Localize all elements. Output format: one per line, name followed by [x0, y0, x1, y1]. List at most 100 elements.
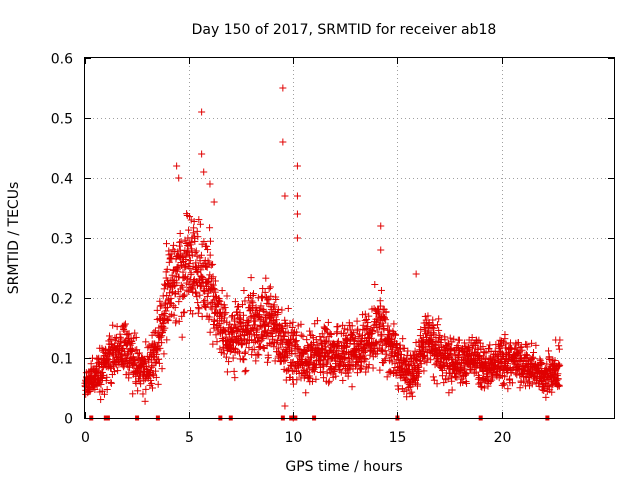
- data-point: [121, 327, 129, 335]
- data-point: [153, 306, 161, 314]
- data-point: [100, 390, 108, 398]
- data-point: [193, 227, 201, 235]
- data-point: [228, 329, 236, 337]
- data-point: [377, 286, 385, 294]
- data-point: [156, 344, 164, 352]
- data-point: [229, 328, 237, 336]
- data-point: [226, 348, 234, 356]
- data-point: [376, 323, 384, 331]
- data-point: [251, 317, 259, 325]
- data-point: [91, 386, 99, 394]
- data-point: [217, 300, 225, 308]
- data-point: [205, 313, 213, 321]
- data-point: [110, 368, 118, 376]
- data-series-srmtid: [81, 84, 564, 422]
- data-point: [209, 340, 217, 348]
- data-point: [364, 319, 372, 327]
- data-point: [202, 263, 210, 271]
- data-point: [134, 387, 142, 395]
- data-point: [170, 278, 178, 286]
- data-point: [341, 325, 349, 333]
- data-point: [284, 304, 292, 312]
- data-point: [370, 305, 378, 313]
- data-point: [372, 338, 380, 346]
- data-point: [248, 351, 256, 359]
- data-point: [189, 284, 197, 292]
- data-point: [174, 263, 182, 271]
- data-point: [278, 306, 286, 314]
- data-point: [360, 348, 368, 356]
- data-point: [327, 331, 335, 339]
- data-point: [176, 229, 184, 237]
- data-point: [231, 298, 239, 306]
- data-point: [190, 218, 198, 226]
- data-point: [190, 224, 198, 232]
- data-point: [158, 332, 166, 340]
- data-point: [348, 322, 356, 330]
- data-point: [334, 323, 342, 331]
- data-point: [365, 361, 373, 369]
- data-point: [207, 261, 215, 269]
- data-point: [333, 328, 341, 336]
- data-point: [319, 368, 327, 376]
- data-point: [206, 224, 214, 232]
- data-point: [223, 292, 231, 300]
- data-point: [371, 339, 379, 347]
- data-point: [252, 303, 260, 311]
- data-point: [158, 339, 166, 347]
- data-point: [288, 323, 296, 331]
- data-point: [278, 336, 286, 344]
- data-point: [184, 248, 192, 256]
- data-point: [121, 358, 129, 366]
- data-point: [94, 359, 102, 367]
- data-point: [377, 302, 385, 310]
- data-point: [200, 298, 208, 306]
- data-point: [173, 279, 181, 287]
- data-point: [299, 332, 307, 340]
- data-point: [131, 329, 139, 337]
- data-point: [134, 350, 142, 358]
- data-point: [221, 310, 229, 318]
- data-point: [289, 380, 297, 388]
- data-point: [191, 237, 199, 245]
- data-point: [170, 241, 178, 249]
- data-point: [117, 351, 125, 359]
- data-point: [196, 291, 204, 299]
- data-point: [344, 369, 352, 377]
- data-point: [200, 238, 208, 246]
- chart-title: Day 150 of 2017, SRMTID for receiver ab1…: [192, 22, 497, 38]
- data-point: [114, 367, 122, 375]
- data-point: [180, 309, 188, 317]
- data-point: [302, 348, 310, 356]
- data-point: [281, 356, 289, 364]
- data-point: [211, 277, 219, 285]
- data-point: [334, 337, 342, 345]
- data-point: [186, 257, 194, 265]
- data-point: [379, 319, 387, 327]
- data-point: [284, 367, 292, 375]
- data-point: [183, 286, 191, 294]
- data-point: [337, 368, 345, 376]
- data-point: [312, 375, 320, 383]
- data-point: [274, 305, 282, 313]
- data-point: [195, 216, 203, 224]
- data-point: [147, 376, 155, 384]
- data-point: [109, 321, 117, 329]
- data-point: [191, 249, 199, 257]
- data-point: [155, 359, 163, 367]
- data-point: [240, 311, 248, 319]
- data-point: [209, 260, 217, 268]
- data-point: [148, 363, 156, 371]
- data-point: [240, 287, 248, 295]
- data-point: [185, 226, 193, 234]
- data-point: [322, 338, 330, 346]
- data-point: [191, 288, 199, 296]
- data-point: [297, 331, 305, 339]
- data-point: [120, 321, 128, 329]
- data-point: [378, 330, 386, 338]
- data-point: [222, 353, 230, 361]
- data-point: [265, 322, 273, 330]
- data-point: [178, 254, 186, 262]
- data-point: [263, 358, 271, 366]
